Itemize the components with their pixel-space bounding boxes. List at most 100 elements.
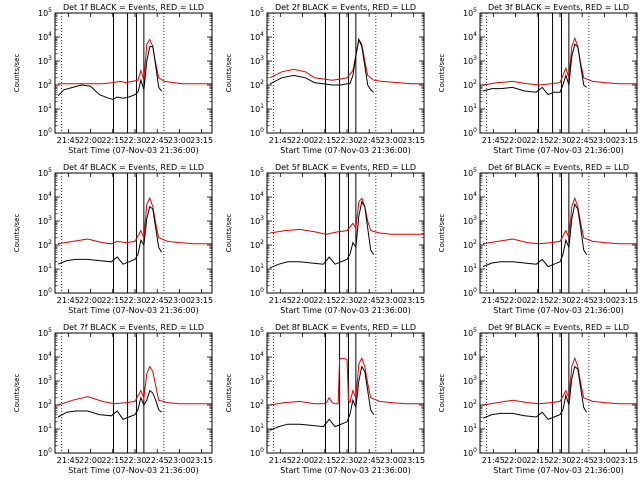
x-tick-label: 21:45 <box>57 136 80 145</box>
panel-title: Det 7f BLACK = Events, RED = LLD <box>63 323 204 332</box>
plot-frame <box>479 172 638 294</box>
x-tick-label: 23:15 <box>190 136 213 145</box>
plot-frame <box>266 332 425 454</box>
y-tick-label: 100 <box>250 447 264 458</box>
plot-frame <box>479 12 638 134</box>
x-tick-label: 23:00 <box>168 296 191 305</box>
y-tick-label: 100 <box>38 447 52 458</box>
plot-frame <box>479 332 638 454</box>
y-tick-label: 104 <box>463 191 477 202</box>
panel-title: Det 4f BLACK = Events, RED = LLD <box>63 163 204 172</box>
x-tick-label: 21:45 <box>269 456 292 465</box>
plot-frame <box>54 172 213 294</box>
y-tick-label: 103 <box>250 375 264 386</box>
x-tick-label: 21:45 <box>482 296 505 305</box>
x-tick-label: 22:30 <box>123 456 146 465</box>
y-tick-label: 100 <box>38 287 52 298</box>
x-tick-label: 22:45 <box>571 456 594 465</box>
series-red-lld <box>269 197 424 235</box>
x-tick-label: 22:30 <box>548 296 571 305</box>
x-tick-label: 22:15 <box>101 456 124 465</box>
x-tick-label: 22:15 <box>526 296 549 305</box>
y-tick-label: 104 <box>38 351 52 362</box>
panel-title: Det 9f BLACK = Events, RED = LLD <box>488 323 629 332</box>
y-tick-label: 102 <box>250 399 264 410</box>
y-tick-label: 103 <box>38 375 52 386</box>
y-tick-label: 103 <box>463 375 477 386</box>
series-red-lld <box>57 365 212 406</box>
x-tick-label: 23:15 <box>190 456 213 465</box>
y-tick-label: 100 <box>38 127 52 138</box>
x-tick-label: 23:15 <box>190 296 213 305</box>
y-tick-label: 105 <box>38 7 52 18</box>
y-tick-label: 102 <box>38 239 52 250</box>
y-tick-label: 105 <box>250 167 264 178</box>
x-tick-label: 23:15 <box>402 456 425 465</box>
x-tick-label: 22:30 <box>335 136 358 145</box>
x-tick-label: 22:00 <box>79 296 102 305</box>
y-axis-label: Counts/sec <box>225 54 233 93</box>
x-axis-label: Start Time (07-Nov-03 21:36:00) <box>68 306 198 315</box>
series-black-events <box>57 46 162 100</box>
x-axis-label: Start Time (07-Nov-03 21:36:00) <box>68 146 198 155</box>
series-black-events <box>482 365 588 421</box>
panel-title: Det 8f BLACK = Events, RED = LLD <box>275 323 416 332</box>
x-axis-label: Start Time (07-Nov-03 21:36:00) <box>493 466 623 475</box>
x-tick-label: 23:00 <box>168 456 191 465</box>
y-tick-label: 105 <box>463 7 477 18</box>
y-tick-label: 104 <box>463 31 477 42</box>
x-tick-label: 21:45 <box>482 136 505 145</box>
series-black-events <box>482 43 587 96</box>
x-tick-label: 22:00 <box>504 456 527 465</box>
y-tick-label: 103 <box>38 215 52 226</box>
y-tick-label: 104 <box>38 191 52 202</box>
y-axis-label: Counts/sec <box>225 374 233 413</box>
x-tick-label: 21:45 <box>269 296 292 305</box>
x-tick-label: 22:45 <box>358 456 381 465</box>
y-tick-label: 105 <box>250 327 264 338</box>
series-red-lld <box>58 38 212 85</box>
x-tick-label: 22:15 <box>101 136 124 145</box>
x-tick-label: 21:45 <box>57 456 80 465</box>
y-tick-label: 100 <box>463 287 477 298</box>
x-tick-label: 23:15 <box>615 136 638 145</box>
y-tick-label: 100 <box>463 127 477 138</box>
y-tick-label: 102 <box>38 79 52 90</box>
x-axis-label: Start Time (07-Nov-03 21:36:00) <box>493 306 623 315</box>
y-tick-label: 104 <box>250 191 264 202</box>
x-axis-label: Start Time (07-Nov-03 21:36:00) <box>493 146 623 155</box>
x-tick-label: 22:15 <box>313 296 336 305</box>
series-red-lld <box>269 38 424 85</box>
x-tick-label: 23:15 <box>615 456 638 465</box>
x-tick-label: 22:00 <box>504 296 527 305</box>
x-tick-label: 23:15 <box>402 136 425 145</box>
y-tick-label: 103 <box>250 55 264 66</box>
x-tick-label: 23:00 <box>593 456 616 465</box>
y-tick-label: 103 <box>250 215 264 226</box>
x-tick-label: 22:30 <box>548 456 571 465</box>
x-tick-label: 22:45 <box>146 296 169 305</box>
y-tick-label: 105 <box>38 167 52 178</box>
x-tick-label: 22:45 <box>358 136 381 145</box>
y-tick-label: 101 <box>250 263 264 274</box>
y-tick-label: 100 <box>250 287 264 298</box>
series-red-lld <box>269 356 424 406</box>
x-axis-label: Start Time (07-Nov-03 21:36:00) <box>68 466 198 475</box>
x-tick-label: 22:15 <box>313 456 336 465</box>
y-tick-label: 102 <box>250 239 264 250</box>
x-tick-label: 22:45 <box>358 296 381 305</box>
x-tick-label: 22:45 <box>146 136 169 145</box>
y-tick-label: 100 <box>463 447 477 458</box>
x-tick-label: 23:00 <box>168 136 191 145</box>
series-black-events <box>57 205 163 265</box>
y-tick-label: 105 <box>463 327 477 338</box>
y-axis-label: Counts/sec <box>13 374 21 413</box>
